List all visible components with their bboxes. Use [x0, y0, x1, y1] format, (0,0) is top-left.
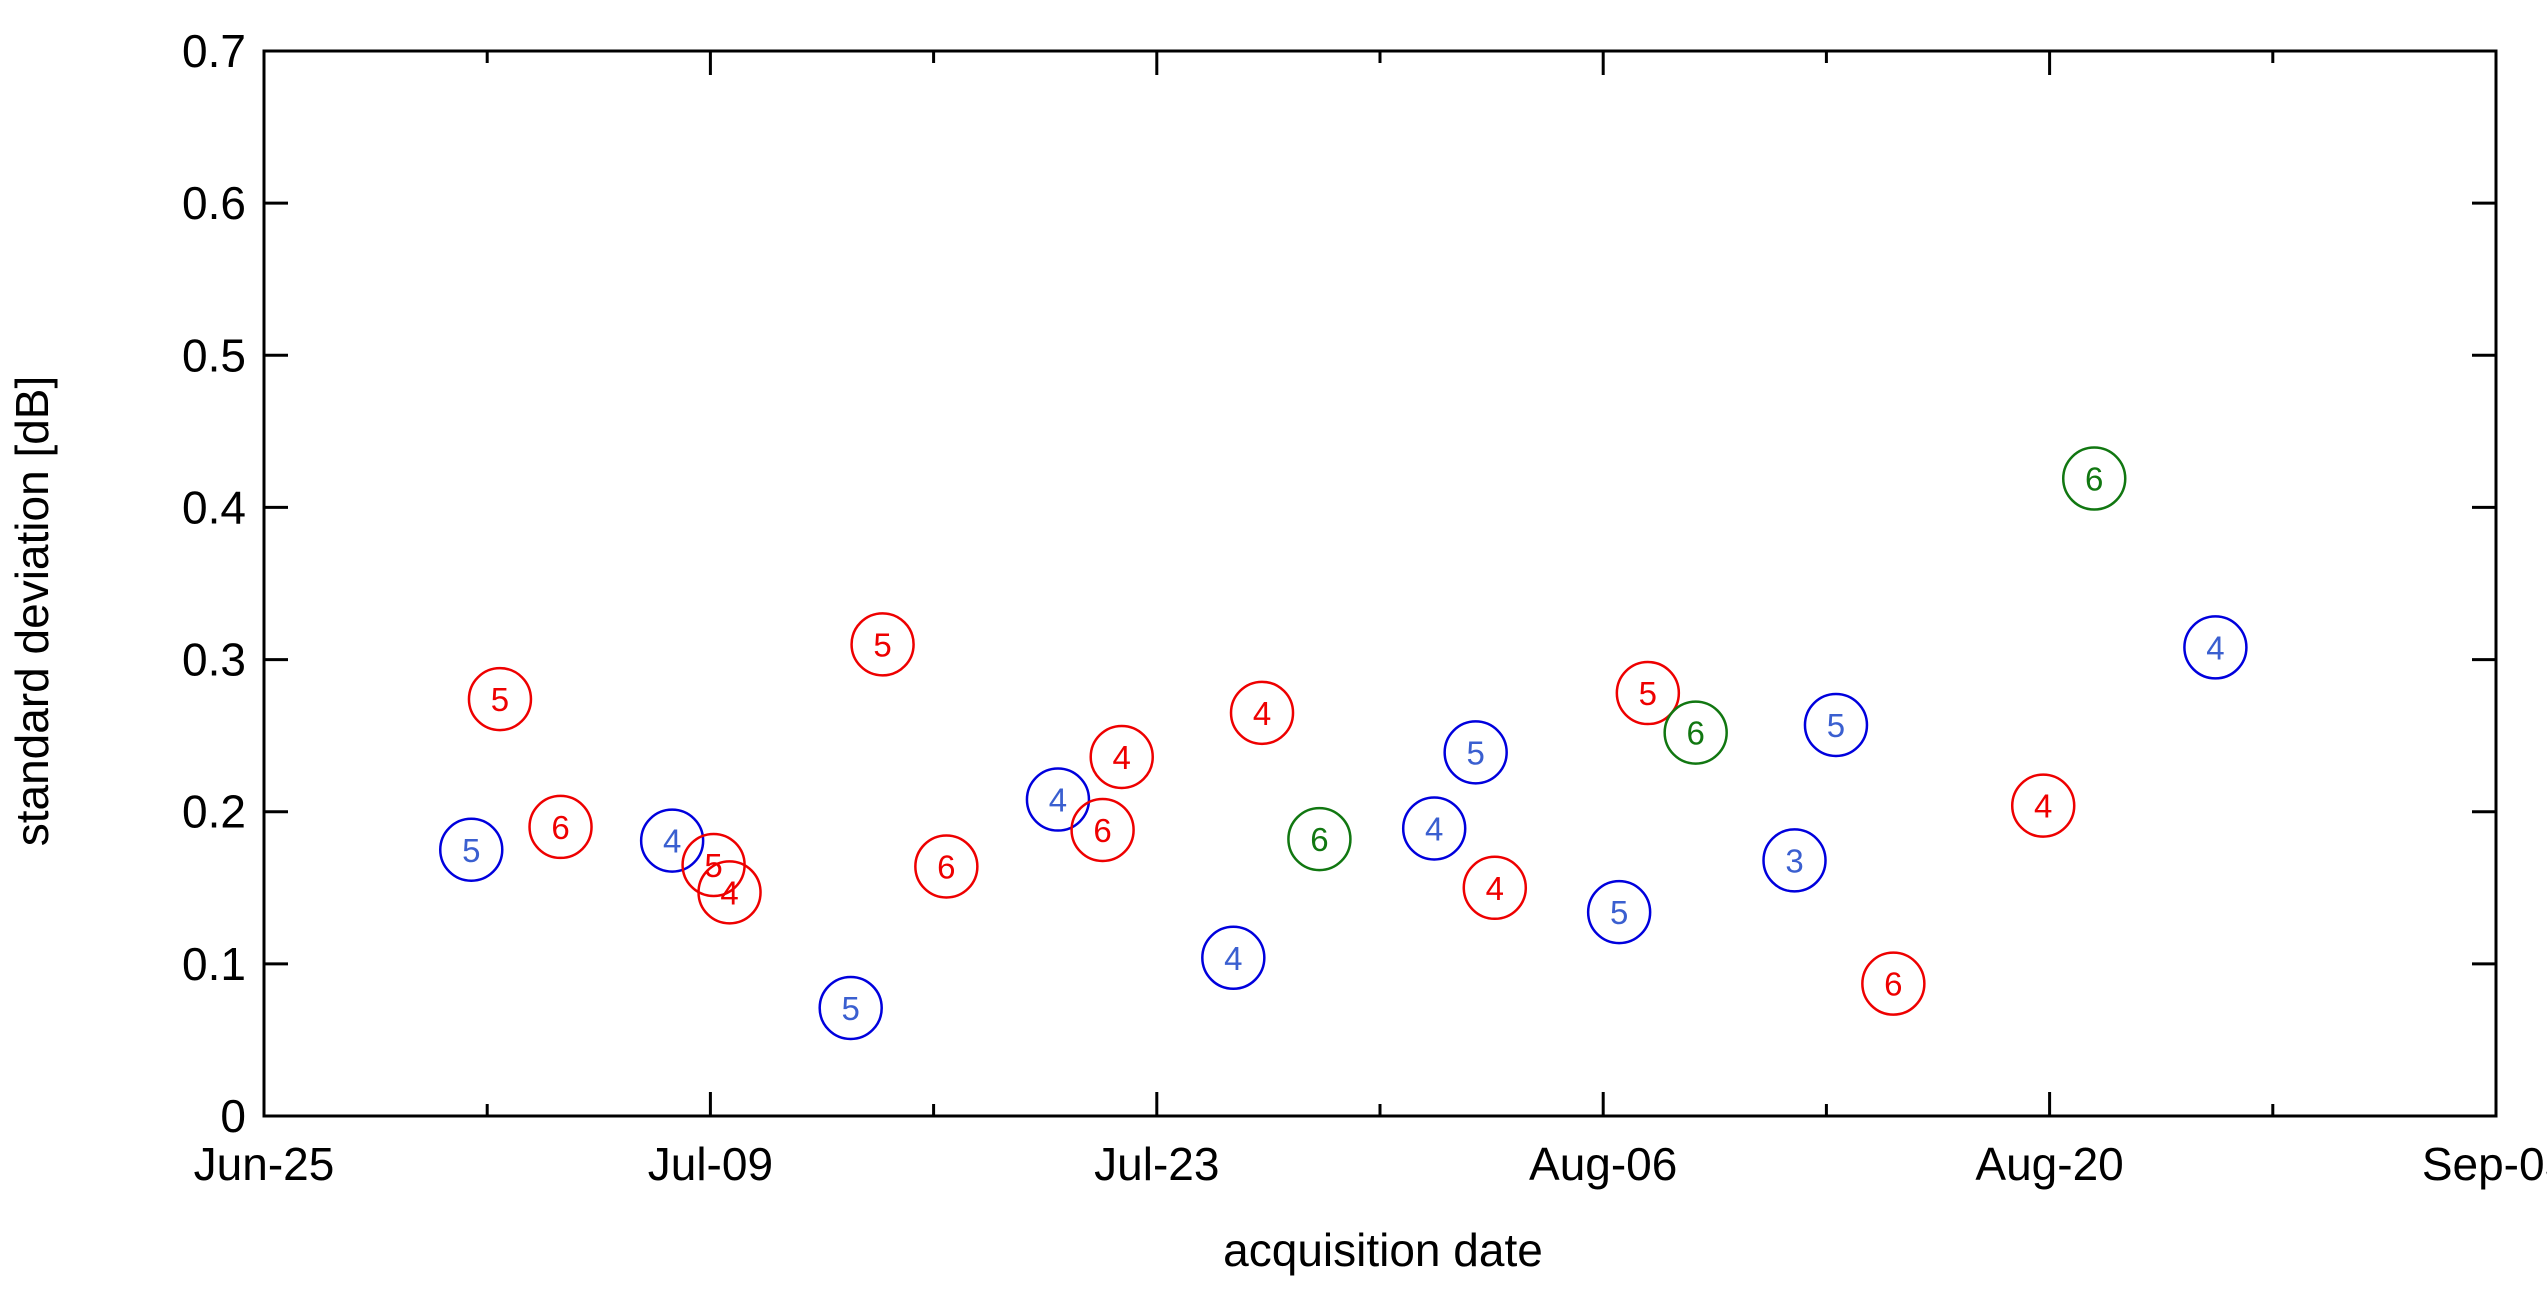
data-point-blue: 5: [439, 817, 504, 882]
data-point-blue: 5: [818, 975, 883, 1041]
data-point-label: 6: [1310, 821, 1328, 858]
data-point-red: 4: [2010, 773, 2076, 838]
data-point-blue: 4: [1201, 925, 1266, 991]
data-point-red: 6: [1070, 797, 1135, 863]
data-point-blue: 4: [639, 808, 705, 873]
x-tick-label: Aug-20: [1975, 1138, 2123, 1190]
y-tick-label: 0.3: [182, 634, 246, 686]
data-point-red: 5: [850, 612, 915, 677]
y-tick-label: 0.7: [182, 25, 246, 77]
data-point-ring: [1201, 925, 1266, 991]
x-axis-title: acquisition date: [1223, 1224, 1543, 1276]
y-tick-label: 0.2: [182, 786, 246, 838]
data-point-ring: [1861, 951, 1926, 1016]
data-point-ring: [1229, 680, 1295, 746]
data-point-red: 4: [1462, 855, 1528, 921]
data-point-label: 3: [1785, 842, 1803, 879]
data-point-label: 5: [1827, 707, 1845, 744]
y-tick-label: 0.5: [182, 329, 246, 381]
data-point-label: 6: [2085, 461, 2103, 498]
data-point-label: 5: [1610, 894, 1628, 931]
data-point-red: 5: [1615, 660, 1681, 726]
data-point-ring: [914, 834, 979, 899]
data-point-ring: [1803, 692, 1869, 758]
data-point-red: 6: [528, 794, 593, 860]
data-point-ring: [1287, 806, 1352, 872]
x-tick-label: Jul-09: [648, 1138, 773, 1190]
data-point-ring: [1089, 724, 1154, 790]
data-point-label: 4: [663, 823, 681, 860]
data-point-ring: [2183, 615, 2248, 680]
data-point-label: 4: [720, 874, 738, 911]
y-tick-label: 0.1: [182, 938, 246, 990]
data-point-label: 6: [937, 848, 955, 885]
y-axis: 0 0.1 0.2 0.3 0.4 0.5 0.6 0.7: [182, 25, 2496, 1142]
data-point-label: 5: [873, 626, 891, 663]
data-point-green: 6: [1663, 700, 1728, 765]
y-tick-label: 0: [220, 1090, 246, 1142]
data-point-label: 4: [1486, 870, 1504, 907]
data-point-ring: [850, 612, 915, 677]
data-point-blue: 5: [1443, 720, 1508, 785]
data-point-label: 5: [491, 681, 509, 718]
data-point-blue: 4: [2183, 615, 2248, 680]
data-point-ring: [1462, 855, 1528, 921]
data-point-blue: 4: [1401, 796, 1467, 861]
x-tick-label: Sep-03: [2422, 1138, 2547, 1190]
data-point-red: 4: [1229, 680, 1295, 746]
data-point-label: 6: [1884, 966, 1902, 1003]
data-point-label: 5: [1639, 675, 1657, 712]
data-point-label: 5: [1466, 734, 1484, 771]
data-point-ring: [439, 817, 504, 882]
data-point-ring: [1401, 796, 1467, 861]
data-point-blue: 3: [1762, 828, 1827, 893]
data-point-red: 4: [1089, 724, 1154, 790]
data-point-ring: [2061, 446, 2127, 511]
data-point-green: 6: [1287, 806, 1352, 872]
x-tick-label: Aug-06: [1529, 1138, 1677, 1190]
data-point-ring: [467, 666, 533, 732]
data-point-ring: [528, 794, 593, 860]
data-point-label: 4: [2206, 629, 2224, 666]
data-point-label: 6: [551, 809, 569, 846]
data-point-label: 6: [1686, 715, 1704, 752]
data-point-green: 6: [2061, 446, 2127, 511]
data-point-ring: [697, 860, 762, 925]
data-point-label: 5: [842, 990, 860, 1027]
x-axis: Jun-25 Jul-09 Jul-23 Aug-06 Aug-20 Sep-03: [194, 51, 2547, 1190]
data-point-label: 6: [1093, 812, 1111, 849]
data-point-label: 5: [462, 832, 480, 869]
data-point-blue: 5: [1803, 692, 1869, 758]
y-tick-label: 0.6: [182, 177, 246, 229]
data-point-label: 4: [1049, 782, 1067, 819]
data-point-red: 6: [1861, 951, 1926, 1016]
x-tick-label: Jun-25: [194, 1138, 335, 1190]
data-point-label: 4: [1224, 940, 1242, 977]
data-point-ring: [1443, 720, 1508, 785]
y-tick-label: 0.4: [182, 481, 246, 533]
x-tick-label: Jul-23: [1094, 1138, 1219, 1190]
data-point-ring: [1070, 797, 1135, 863]
data-point-ring: [1615, 660, 1681, 726]
data-point-ring: [639, 808, 705, 873]
data-point-red: 6: [914, 834, 979, 899]
data-point-ring: [1663, 700, 1728, 765]
data-point-label: 4: [1425, 810, 1443, 847]
data-point-ring: [1762, 828, 1827, 893]
data-point-blue: 4: [1025, 767, 1091, 832]
data-point-ring: [1586, 879, 1652, 945]
data-point-ring: [2010, 773, 2076, 838]
data-point-red: 4: [697, 860, 762, 925]
data-point-ring: [818, 975, 883, 1041]
data-point-label: 4: [1113, 739, 1131, 776]
data-point-blue: 5: [1586, 879, 1652, 945]
data-point-label: 4: [2034, 788, 2052, 825]
data-point-red: 5: [467, 666, 533, 732]
y-axis-title: standard deviation [dB]: [6, 376, 58, 847]
data-point-ring: [1025, 767, 1091, 832]
data-point-label: 4: [1253, 695, 1271, 732]
